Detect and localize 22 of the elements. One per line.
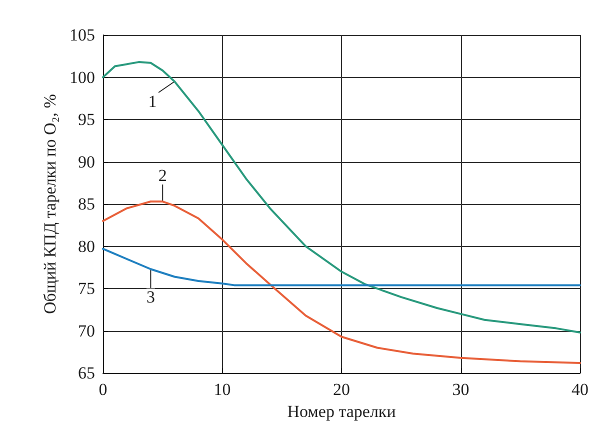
annotation: 1 xyxy=(148,92,157,111)
y-tick-label: 105 xyxy=(70,26,95,44)
annotation: 3 xyxy=(146,288,155,307)
y-tick-label: 85 xyxy=(78,194,95,214)
y-tick-label: 100 xyxy=(70,68,95,87)
y-tick-label: 70 xyxy=(78,321,95,340)
annotation: 2 xyxy=(158,166,167,186)
x-tick-label: 10 xyxy=(214,380,231,400)
y-tick-label: 65 xyxy=(78,364,95,383)
y-axis-title: Общий КПД тарелки по O₂, % xyxy=(40,94,60,314)
y-tick-label: 95 xyxy=(78,110,95,130)
line-series xyxy=(102,200,581,364)
x-tick-label: 40 xyxy=(572,380,588,400)
x-axis-title: Номер тарелки xyxy=(287,402,396,421)
y-tick-label: 75 xyxy=(78,279,95,298)
x-tick-label: 20 xyxy=(333,380,350,400)
x-tick-label: 0 xyxy=(98,380,108,400)
line-series xyxy=(102,248,581,286)
line-series xyxy=(102,61,581,334)
y-tick-label: 90 xyxy=(78,152,95,172)
x-tick-label: 30 xyxy=(452,380,470,400)
y-tick-label: 80 xyxy=(78,236,95,256)
